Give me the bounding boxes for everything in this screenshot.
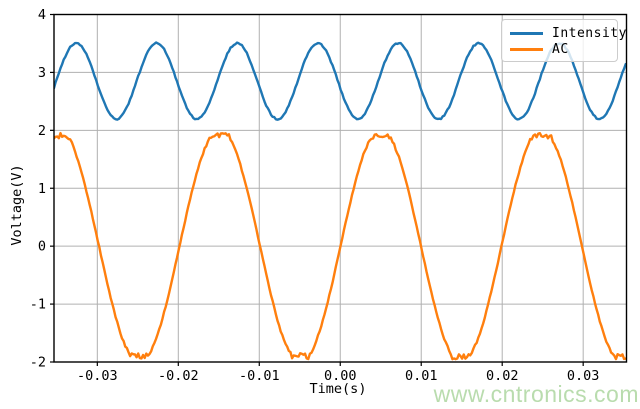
svg-text:-0.03: -0.03 bbox=[77, 368, 118, 384]
legend-item-intensity: Intensity bbox=[510, 25, 626, 41]
y-tick-labels: 4 3 2 1 0 -1 -2 bbox=[30, 7, 46, 371]
svg-text:-0.01: -0.01 bbox=[239, 368, 280, 384]
ac-line-swatch bbox=[510, 47, 543, 51]
svg-text:-1: -1 bbox=[30, 297, 46, 313]
y-axis-label: Voltage(V) bbox=[9, 164, 25, 246]
legend-label-ac: AC bbox=[552, 41, 569, 57]
series-curves bbox=[54, 41, 627, 361]
legend-box: Intensity AC bbox=[501, 19, 626, 62]
svg-text:0.03: 0.03 bbox=[567, 368, 600, 384]
x-tick-labels: -0.03 -0.02 -0.01 0.00 0.01 0.02 0.03 bbox=[77, 368, 599, 384]
legend-label-intensity: Intensity bbox=[552, 25, 627, 41]
series-line-intensity bbox=[54, 41, 627, 121]
svg-text:2: 2 bbox=[38, 123, 46, 139]
svg-text:1: 1 bbox=[38, 181, 46, 197]
intensity-line-swatch bbox=[510, 31, 543, 35]
svg-text:0.00: 0.00 bbox=[324, 368, 357, 384]
tick-marks bbox=[50, 13, 584, 366]
watermark: www.cntronics.com bbox=[433, 381, 639, 407]
svg-text:0: 0 bbox=[38, 239, 46, 255]
svg-text:3: 3 bbox=[38, 65, 46, 81]
x-axis-label: Time(s) bbox=[309, 381, 367, 397]
svg-text:4: 4 bbox=[38, 7, 46, 23]
series-line-ac bbox=[54, 131, 627, 361]
svg-text:-0.02: -0.02 bbox=[158, 368, 199, 384]
svg-text:-2: -2 bbox=[30, 355, 46, 371]
svg-text:0.01: 0.01 bbox=[405, 368, 438, 384]
svg-text:0.02: 0.02 bbox=[486, 368, 519, 384]
legend-item-ac: AC bbox=[510, 41, 610, 57]
